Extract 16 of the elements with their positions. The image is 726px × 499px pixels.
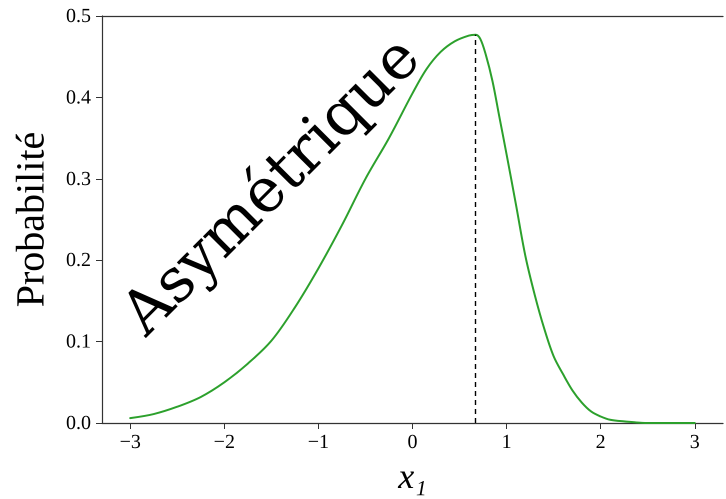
y-tick-label: 0.3: [66, 168, 91, 190]
y-tick-label: 0.0: [66, 412, 91, 434]
x-tick-label: −2: [214, 431, 235, 453]
y-axis-title: Probabilité: [8, 132, 52, 308]
x-tick-label: 3: [690, 431, 700, 453]
x-tick-label: −1: [308, 431, 330, 453]
y-tick-label: 0.4: [66, 86, 91, 108]
y-tick-label: 0.1: [66, 330, 91, 353]
x-tick-label: 0: [408, 431, 418, 453]
y-tick-label: 0.5: [66, 5, 91, 27]
y-tick-label: 0.2: [66, 249, 91, 272]
x-axis-title: x₁: [397, 456, 427, 496]
x-tick-label: 1: [502, 431, 512, 453]
line-series: [129, 34, 696, 424]
x-tick-label: 2: [596, 431, 606, 453]
x-tick-label: −3: [120, 431, 141, 453]
